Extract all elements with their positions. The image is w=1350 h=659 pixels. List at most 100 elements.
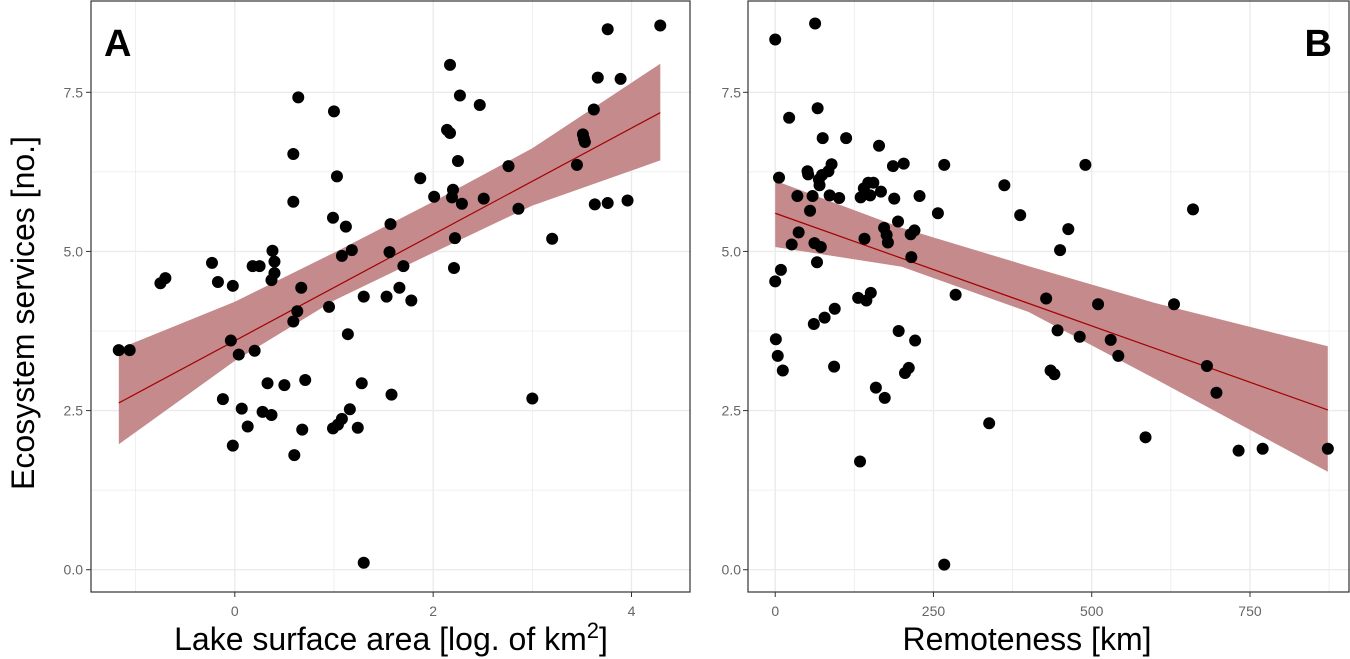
data-point	[444, 58, 457, 71]
data-point	[299, 374, 312, 387]
y-tick-label: 5.0	[722, 243, 742, 259]
data-point	[248, 344, 261, 357]
data-point	[774, 263, 787, 276]
data-point	[327, 105, 340, 118]
data-point	[867, 176, 880, 189]
data-point	[769, 33, 782, 46]
data-point	[864, 189, 877, 202]
data-point	[783, 111, 796, 124]
data-point	[287, 315, 300, 328]
data-point	[785, 238, 798, 251]
data-point	[451, 155, 464, 168]
data-point	[931, 207, 944, 220]
data-point	[802, 168, 815, 181]
data-point	[205, 256, 218, 269]
data-point	[1187, 203, 1200, 216]
data-point	[384, 218, 397, 231]
data-point	[1104, 333, 1117, 346]
data-point	[773, 171, 786, 184]
x-axis-title-b: Remoteness [km]	[903, 621, 1152, 657]
data-point	[816, 132, 829, 145]
data-point	[405, 294, 418, 307]
data-point	[112, 344, 125, 357]
data-point	[601, 197, 614, 210]
data-point	[241, 420, 254, 433]
data-point	[833, 191, 846, 204]
data-point	[908, 224, 921, 237]
data-point	[792, 226, 805, 239]
panel-a: 0 2 4 0.0 2.5 5.0 7.5 A	[64, 0, 691, 619]
panel-border	[747, 0, 1350, 593]
data-point	[791, 190, 804, 203]
data-point	[414, 172, 427, 185]
data-point	[825, 158, 838, 171]
data-point	[811, 102, 824, 115]
panel-border	[90, 0, 691, 593]
y-tick-label: 0.0	[64, 562, 84, 578]
data-point	[897, 157, 910, 170]
data-point	[253, 260, 266, 273]
data-point	[1079, 158, 1092, 171]
data-point	[287, 148, 300, 161]
data-point	[654, 19, 667, 32]
data-point	[526, 392, 539, 405]
data-point	[453, 89, 466, 102]
data-point	[268, 267, 281, 280]
y-tick-label: 5.0	[64, 243, 84, 259]
data-point	[892, 325, 905, 338]
data-point	[287, 195, 300, 208]
data-point	[1210, 386, 1223, 399]
x-axis-title-a-end: ]	[599, 621, 608, 657]
data-point	[448, 232, 461, 245]
data-point	[265, 409, 278, 422]
data-point	[769, 333, 782, 346]
data-point	[806, 190, 819, 203]
data-point	[335, 412, 348, 425]
data-point	[288, 449, 301, 462]
data-point	[938, 158, 951, 171]
data-point	[587, 103, 600, 116]
data-point	[357, 290, 370, 303]
data-point	[888, 192, 901, 205]
data-point	[804, 204, 817, 217]
data-point	[1062, 223, 1075, 236]
data-point	[810, 256, 823, 269]
data-point	[840, 132, 853, 145]
data-point	[578, 135, 591, 148]
data-point	[570, 158, 583, 171]
data-point	[477, 192, 490, 205]
data-point	[878, 391, 891, 404]
y-tick-label: 7.5	[64, 84, 84, 100]
data-point	[383, 246, 396, 259]
data-point	[296, 423, 309, 436]
data-point	[291, 305, 304, 318]
data-point	[771, 349, 784, 362]
data-point	[1073, 330, 1086, 343]
data-point	[1256, 442, 1269, 455]
data-point	[502, 160, 515, 173]
data-point	[444, 127, 457, 140]
data-point	[447, 261, 460, 274]
data-point	[818, 311, 831, 324]
data-point	[828, 360, 841, 373]
data-point	[1040, 292, 1053, 305]
data-point	[998, 179, 1011, 192]
data-point	[776, 364, 789, 377]
y-tick-label: 2.5	[64, 403, 84, 419]
data-point	[1200, 360, 1213, 373]
data-point	[814, 240, 827, 253]
data-point	[341, 328, 354, 341]
data-point	[323, 300, 336, 313]
data-point	[355, 377, 368, 390]
data-point	[938, 558, 951, 571]
data-point	[345, 244, 358, 257]
x-tick-label: 2	[429, 603, 437, 619]
data-point	[232, 348, 245, 361]
y-axis-title: Ecosystem services [no.]	[5, 136, 41, 490]
data-point	[858, 232, 871, 245]
data-point	[446, 183, 459, 196]
data-point	[588, 198, 601, 211]
data-point	[621, 194, 634, 207]
data-point	[546, 232, 559, 245]
